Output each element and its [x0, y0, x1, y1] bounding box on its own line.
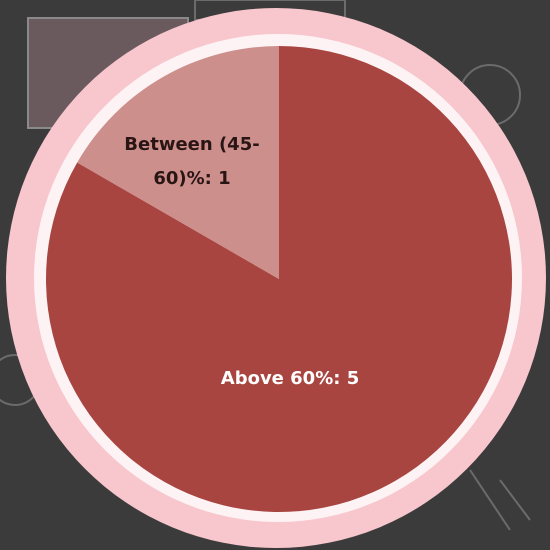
pie-slice [77, 46, 279, 279]
data-label: Between (45-60)%: 1 [124, 134, 260, 190]
data-label: Above 60%: 5 [220, 368, 360, 389]
pie [45, 46, 512, 512]
pie-slice [45, 46, 512, 512]
